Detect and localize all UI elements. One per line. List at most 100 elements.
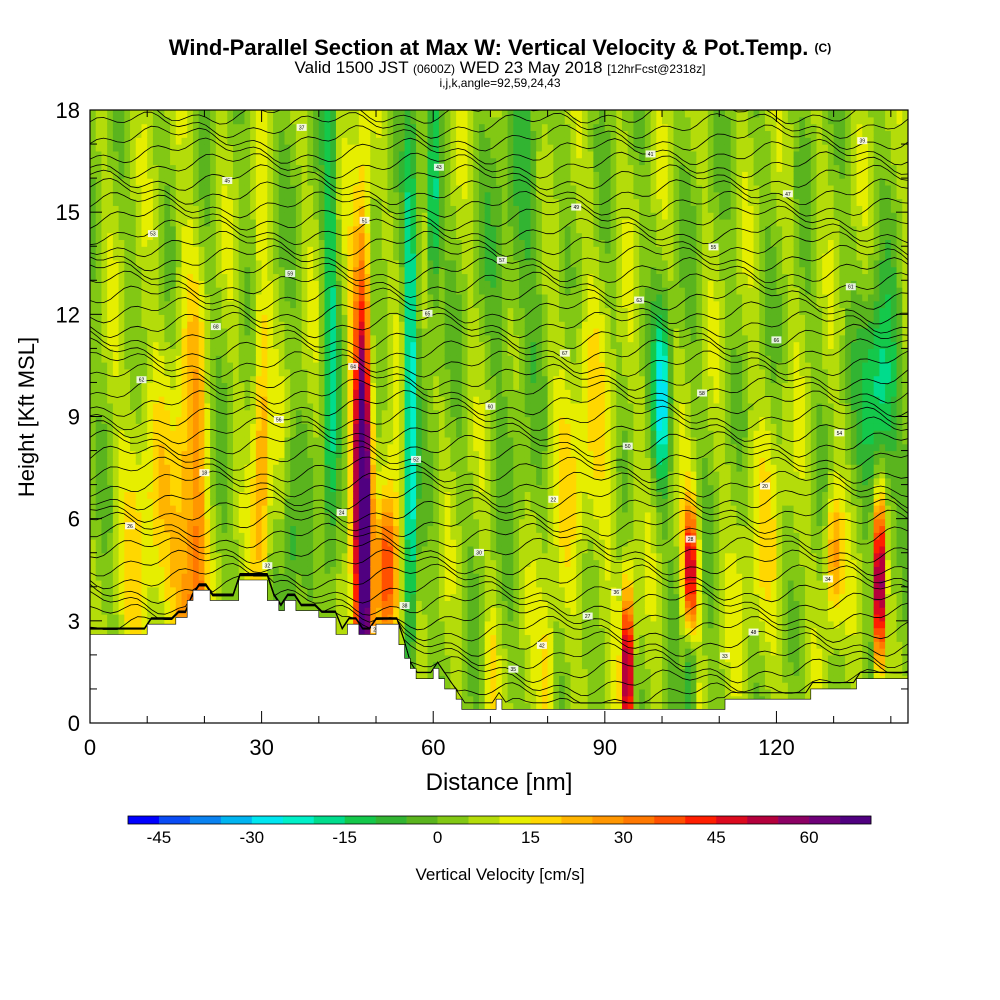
field-cell: [353, 287, 360, 295]
field-cell: [124, 375, 131, 384]
field-cell: [221, 293, 228, 302]
field-cell: [250, 511, 257, 520]
field-cell: [152, 600, 160, 608]
field-cell: [95, 552, 103, 561]
field-cell: [187, 300, 194, 309]
field-cell: [376, 375, 383, 384]
field-cell: [318, 246, 326, 254]
field-cell: [341, 144, 349, 152]
field-cell: [90, 116, 97, 125]
field-cell: [267, 116, 274, 125]
field-cell: [101, 389, 108, 397]
field-cell: [158, 600, 165, 608]
field-cell: [335, 191, 343, 200]
field-cell: [152, 518, 160, 527]
field-cell: [381, 205, 389, 213]
field-cell: [370, 198, 377, 206]
field-cell: [255, 273, 263, 281]
field-cell: [381, 171, 389, 179]
field-cell: [215, 212, 223, 220]
field-cell: [187, 171, 194, 179]
field-cell: [95, 491, 103, 499]
field-cell: [107, 225, 114, 234]
field-cell: [250, 477, 257, 486]
field-cell: [387, 368, 394, 377]
field-cell: [290, 362, 297, 370]
field-cell: [278, 470, 286, 479]
field-cell: [318, 416, 326, 424]
field-cell: [170, 164, 177, 172]
field-cell: [295, 368, 303, 377]
field-cell: [198, 341, 206, 349]
field-cell: [324, 300, 331, 309]
field-cell: [135, 498, 143, 506]
field-cell: [124, 130, 131, 138]
field-cell: [147, 293, 154, 302]
field-cell: [330, 334, 337, 343]
field-cell: [95, 362, 103, 370]
field-cell: [198, 225, 206, 234]
field-cell: [101, 191, 108, 200]
field-cell: [244, 470, 251, 479]
field-cell: [124, 559, 131, 567]
field-cell: [278, 518, 286, 527]
field-cell: [261, 375, 268, 384]
field-cell: [250, 212, 257, 220]
field-cell: [107, 150, 114, 159]
field-cell: [90, 341, 97, 349]
field-cell: [398, 253, 406, 261]
field-cell: [198, 157, 206, 166]
field-cell: [353, 382, 360, 390]
field-cell: [295, 273, 303, 281]
field-cell: [158, 266, 165, 275]
field-cell: [313, 253, 320, 261]
field-cell: [295, 164, 303, 172]
field-cell: [101, 287, 108, 295]
field-cell: [267, 464, 274, 472]
field-cell: [267, 232, 274, 241]
field-cell: [387, 362, 394, 370]
field-cell: [398, 498, 406, 506]
field-cell: [370, 368, 377, 377]
field-cell: [135, 470, 143, 479]
field-cell: [175, 300, 183, 309]
field-cell: [387, 382, 394, 390]
field-cell: [95, 273, 103, 281]
field-cell: [278, 246, 286, 254]
field-cell: [347, 477, 354, 486]
field-cell: [147, 518, 154, 527]
field-cell: [313, 110, 320, 118]
field-cell: [301, 389, 308, 397]
field-cell: [221, 368, 228, 377]
field-cell: [387, 430, 394, 438]
field-cell: [393, 491, 400, 499]
field-cell: [124, 144, 131, 152]
field-cell: [175, 382, 183, 390]
field-cell: [164, 607, 171, 615]
field-cell: [118, 402, 125, 411]
field-cell: [141, 539, 148, 547]
field-cell: [158, 362, 165, 370]
field-cell: [307, 566, 314, 574]
field-cell: [227, 341, 234, 349]
field-cell: [192, 341, 200, 349]
field-cell: [255, 300, 263, 309]
field-cell: [95, 293, 103, 302]
field-cell: [398, 321, 406, 329]
field-cell: [107, 436, 114, 445]
field-cell: [221, 470, 228, 479]
field-cell: [198, 525, 206, 533]
field-cell: [198, 396, 206, 404]
field-cell: [187, 579, 194, 588]
field-cell: [238, 280, 246, 288]
field-cell: [341, 198, 349, 206]
field-cell: [118, 293, 125, 302]
field-cell: [181, 409, 188, 418]
field-cell: [170, 184, 177, 193]
field-cell: [341, 491, 349, 499]
field-cell: [187, 334, 194, 343]
field-cell: [95, 321, 103, 329]
field-cell: [210, 450, 217, 458]
field-cell: [370, 293, 377, 302]
field-cell: [387, 150, 394, 159]
